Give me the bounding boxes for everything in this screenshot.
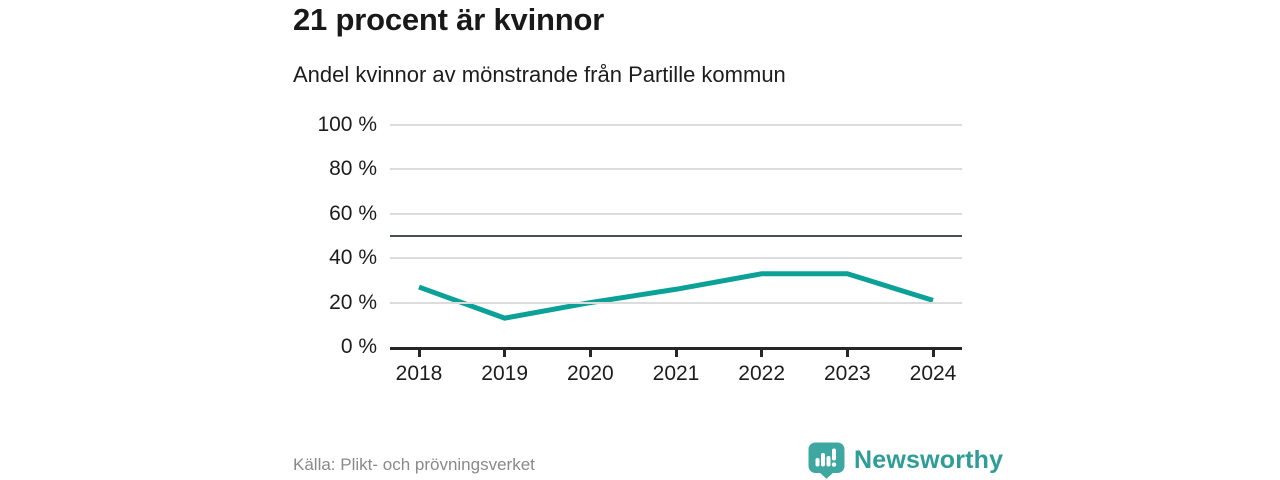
- plot-area: 0 % 20 % 40 % 60 % 80 % 100 % 2018 2019 2020 2021…: [317, 113, 962, 385]
- gridline: [390, 301, 962, 304]
- x-axis-tick-label: 2022: [738, 362, 786, 385]
- gridline: [390, 124, 962, 126]
- y-axis-tick-label: 0 %: [340, 335, 377, 358]
- x-axis-tick-label: 2018: [395, 362, 443, 385]
- reference-line-50-percent: [390, 235, 962, 237]
- x-axis-tick: [845, 347, 849, 357]
- x-axis-tick-label: 2024: [909, 362, 957, 385]
- newsworthy-logo: Newsworthy: [808, 442, 1003, 479]
- x-axis-tick: [503, 347, 507, 357]
- newsworthy-logo-text: Newsworthy: [854, 446, 1004, 474]
- x-axis-tick: [674, 347, 678, 357]
- gridline: [390, 257, 962, 260]
- gridline: [390, 212, 962, 215]
- y-axis-tick-label: 80 %: [329, 157, 377, 181]
- x-axis-tick-label: 2023: [823, 362, 871, 385]
- line-series: [418, 271, 934, 321]
- newsworthy-badge-bar-chart-icon: [808, 442, 845, 479]
- x-axis-tick: [931, 347, 935, 357]
- source-note: Källa: Plikt- och prövningsverket: [293, 455, 535, 474]
- y-axis-tick-label: 100 %: [317, 113, 377, 136]
- x-axis-tick-label: 2020: [566, 362, 614, 385]
- y-axis-tick-label: 40 %: [329, 246, 377, 270]
- x-axis-tick-label: 2019: [481, 362, 529, 385]
- y-axis-tick-label: 60 %: [329, 201, 377, 225]
- chart-title: 21 procent är kvinnor: [293, 2, 605, 37]
- x-axis-tick-label: 2021: [652, 362, 700, 385]
- x-axis-tick: [588, 347, 592, 357]
- gridline: [390, 168, 962, 171]
- x-axis-tick: [417, 347, 421, 357]
- chart-subtitle: Andel kvinnor av mönstrande från Partill…: [293, 62, 786, 87]
- data-line-andel-kvinnor: [418, 271, 934, 321]
- y-axis-tick-label: 20 %: [329, 290, 377, 314]
- x-axis-tick: [760, 347, 764, 357]
